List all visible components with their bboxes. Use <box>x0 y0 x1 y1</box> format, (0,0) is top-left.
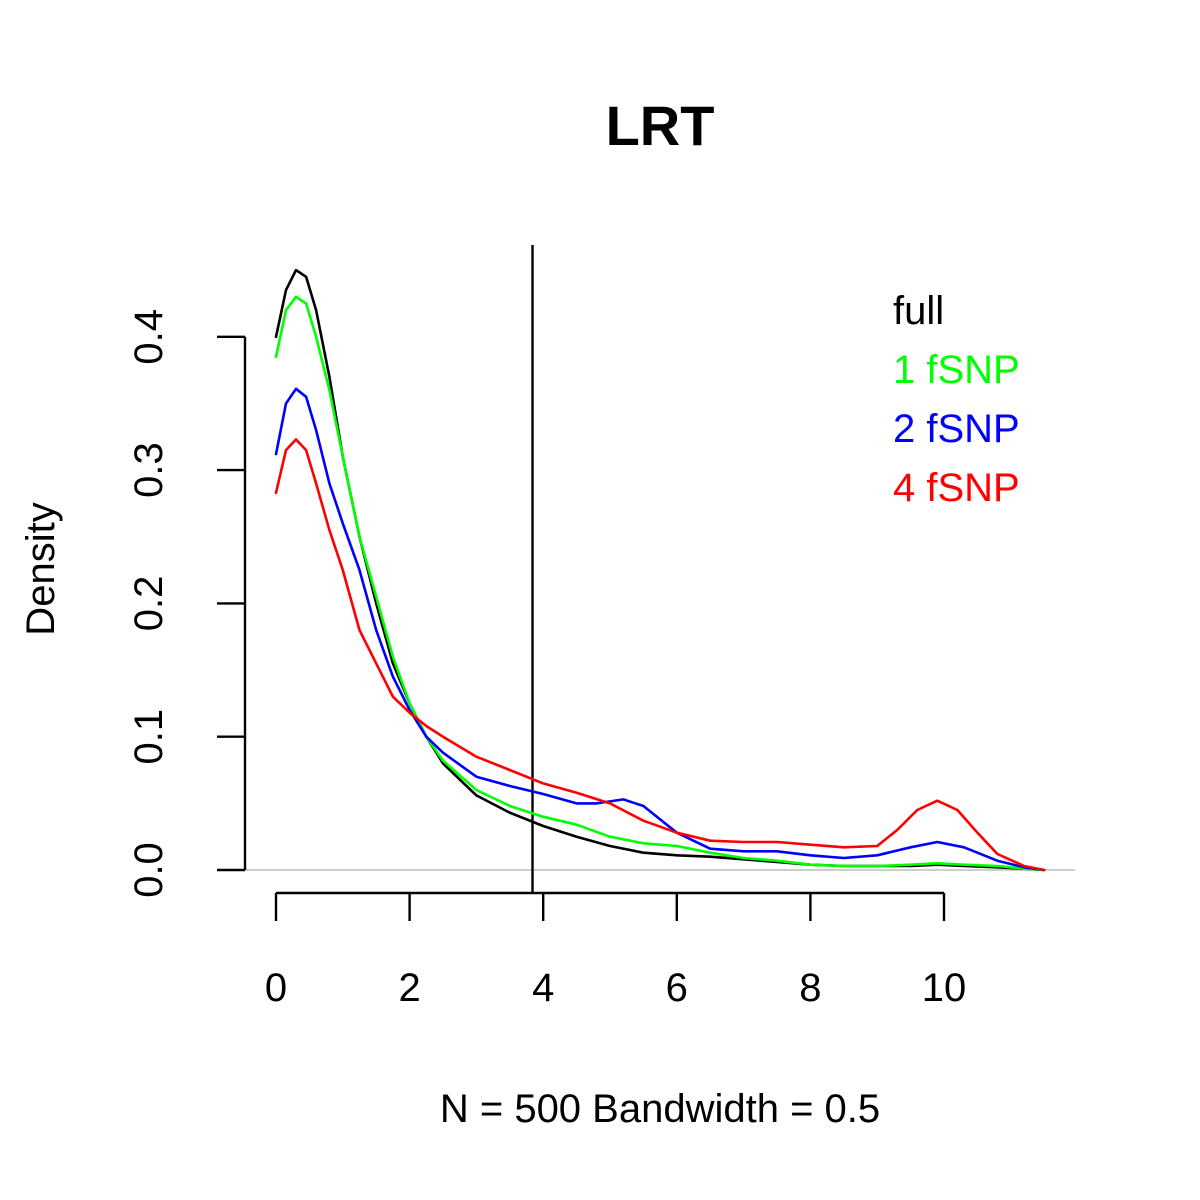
legend-entry-full: full <box>893 289 944 333</box>
x-tick-label: 8 <box>799 966 821 1010</box>
series-line-4-fsnp <box>274 438 1046 872</box>
x-tick-label: 0 <box>265 966 287 1010</box>
plot-area <box>245 245 1075 893</box>
y-tick-label: 0.3 <box>127 442 171 498</box>
series-group <box>274 268 1046 872</box>
y-tick-label: 0.4 <box>127 309 171 365</box>
y-tick-label: 0.1 <box>127 709 171 765</box>
x-axis-label: N = 500 Bandwidth = 0.5 <box>440 1087 880 1131</box>
x-tick-label: 6 <box>666 966 688 1010</box>
chart-title: LRT <box>606 94 715 157</box>
x-tick-label: 10 <box>922 966 967 1010</box>
y-axis: 0.0 0.1 0.2 0.3 0.4 <box>127 309 247 898</box>
series-line-2-fsnp <box>274 387 1046 872</box>
legend-entry-4-fsnp: 4 fSNP <box>893 466 1020 510</box>
x-axis: 0 2 4 6 8 10 <box>265 891 967 1010</box>
series-line-1-fsnp <box>274 295 1046 872</box>
legend: full 1 fSNP 2 fSNP 4 fSNP <box>893 289 1020 510</box>
x-tick-label: 4 <box>532 966 554 1010</box>
y-tick-label: 0.0 <box>127 842 171 898</box>
legend-entry-1-fsnp: 1 fSNP <box>893 348 1020 392</box>
y-axis-label: Density <box>19 502 63 635</box>
legend-entry-2-fsnp: 2 fSNP <box>893 407 1020 451</box>
y-tick-label: 0.2 <box>127 576 171 632</box>
x-tick-label: 2 <box>398 966 420 1010</box>
